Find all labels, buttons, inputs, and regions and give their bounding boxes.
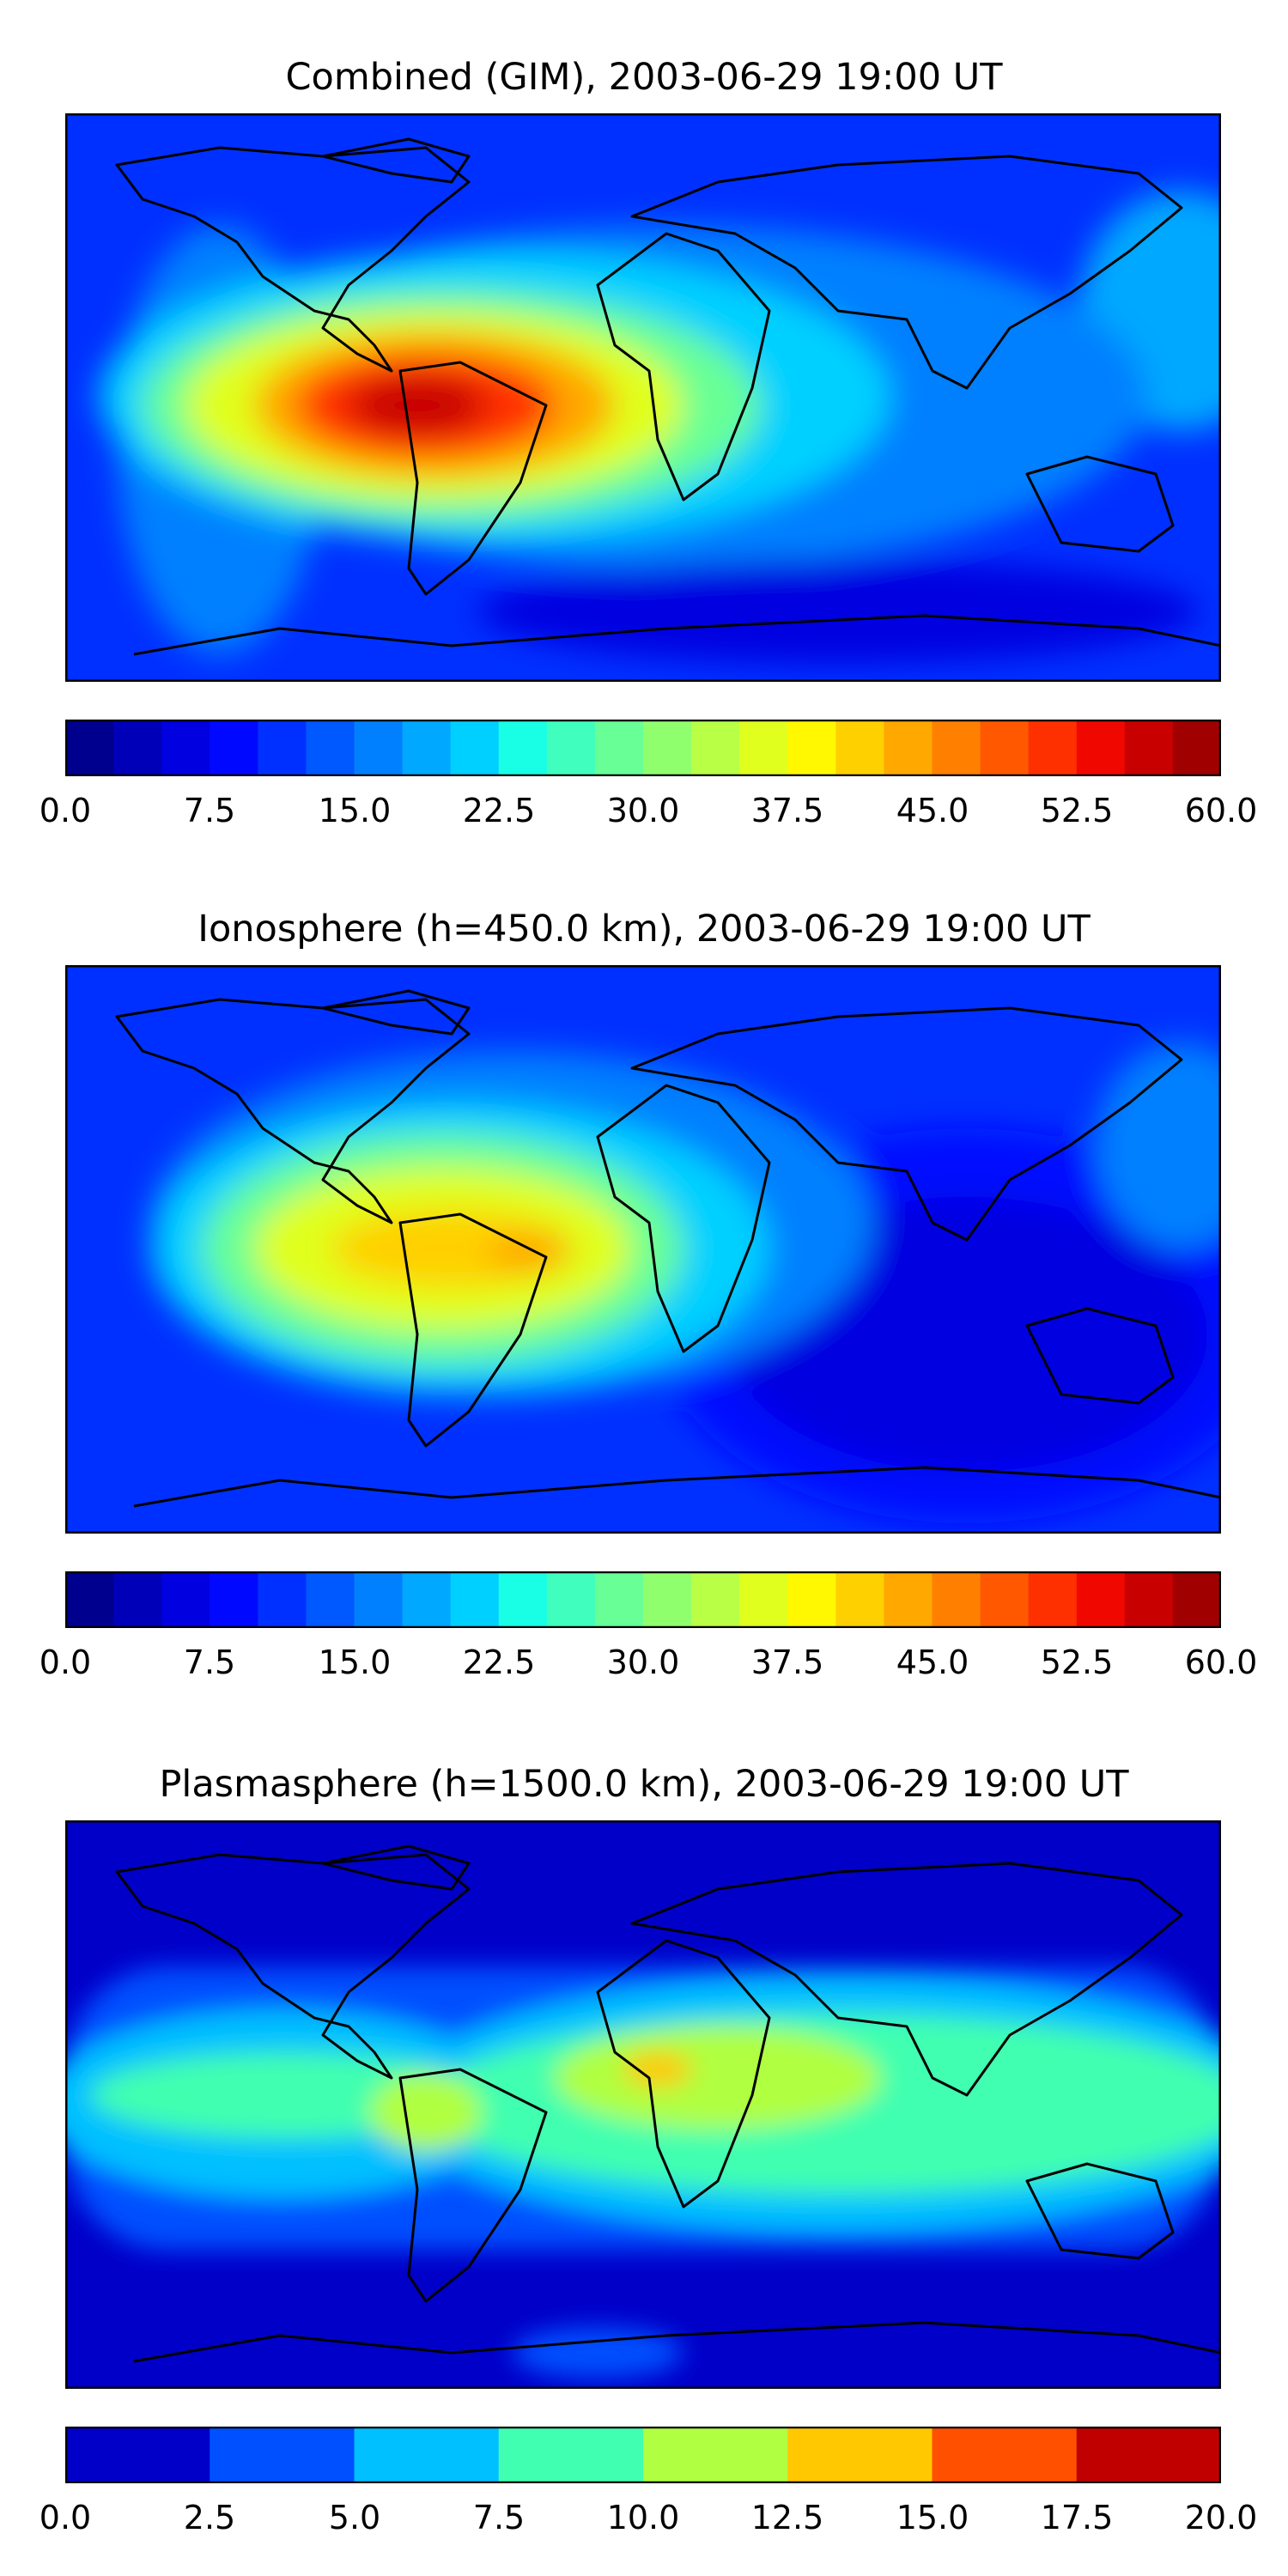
colorbar-swatch: [354, 720, 404, 776]
colorbar-swatch: [161, 1571, 210, 1628]
map-frame: [65, 1820, 1221, 2389]
tick: 15.0: [318, 1643, 392, 1681]
colorbar-swatch: [1124, 1571, 1174, 1628]
colorbar-swatch: [932, 720, 981, 776]
colorbar-swatch: [643, 2427, 788, 2483]
tick: 37.5: [750, 1643, 824, 1681]
map-frame: [65, 113, 1221, 682]
colorbar-swatch: [65, 2427, 210, 2483]
tick: 5.0: [328, 2499, 381, 2537]
tick: 7.5: [183, 1643, 236, 1681]
colorbar-swatch: [1028, 720, 1078, 776]
tick: 0.0: [39, 1643, 92, 1681]
colorbar-swatch: [210, 720, 258, 776]
tick: 52.5: [1040, 792, 1114, 829]
colorbar-swatch: [306, 1571, 355, 1628]
colorbar-swatch: [258, 720, 307, 776]
tick: 7.5: [183, 792, 236, 829]
colorbar-swatch: [65, 1571, 114, 1628]
colorbar-swatch: [402, 1571, 452, 1628]
tick: 45.0: [896, 1643, 969, 1681]
colorbar-swatch: [932, 2427, 1078, 2483]
tick: 22.5: [462, 792, 536, 829]
colorbar-frame: [65, 720, 1221, 776]
colorbar-swatch: [980, 720, 1030, 776]
colorbar-swatch: [835, 1571, 885, 1628]
panel1-title: Combined (GIM), 2003-06-29 19:00 UT: [285, 56, 1003, 99]
colorbar-swatch: [113, 1571, 162, 1628]
tick: 20.0: [1184, 2499, 1258, 2537]
colorbar-swatch: [932, 1571, 981, 1628]
colorbar-swatch: [354, 1571, 404, 1628]
panel3-colorbar: [65, 2427, 1221, 2483]
colorbar-swatch: [498, 1571, 548, 1628]
colorbar-swatch: [787, 1571, 836, 1628]
tick: 30.0: [606, 792, 680, 829]
colorbar-swatch: [787, 720, 836, 776]
colorbar-swatch: [1076, 2427, 1221, 2483]
colorbar-swatch: [1028, 1571, 1078, 1628]
colorbar-swatch: [450, 720, 500, 776]
colorbar-swatch: [498, 2427, 644, 2483]
colorbar-swatch: [210, 1571, 258, 1628]
tick: 7.5: [472, 2499, 526, 2537]
colorbar-swatch: [450, 1571, 500, 1628]
tick: 0.0: [39, 2499, 92, 2537]
tick: 45.0: [896, 792, 969, 829]
colorbar-swatch: [691, 1571, 740, 1628]
colorbar-swatch: [498, 720, 548, 776]
colorbar-swatch: [113, 720, 162, 776]
panel3-map: [65, 1820, 1221, 2389]
panel1-colorbar: [65, 720, 1221, 776]
colorbar-swatch: [739, 1571, 788, 1628]
colorbar-swatch: [980, 1571, 1030, 1628]
tick: 37.5: [750, 792, 824, 829]
tick: 30.0: [606, 1643, 680, 1681]
tick: 52.5: [1040, 1643, 1114, 1681]
colorbar-swatch: [594, 1571, 644, 1628]
colorbar-swatch: [546, 1571, 596, 1628]
colorbar-swatch: [594, 720, 644, 776]
panel1-map: [65, 113, 1221, 682]
colorbar-swatch: [65, 720, 114, 776]
tick: 60.0: [1184, 792, 1258, 829]
tick: 17.5: [1040, 2499, 1114, 2537]
panel2-colorbar: [65, 1571, 1221, 1628]
colorbar-swatch: [1124, 720, 1174, 776]
colorbar-swatch: [884, 1571, 933, 1628]
colorbar-swatch: [787, 2427, 933, 2483]
colorbar-swatch: [643, 720, 692, 776]
tick: 22.5: [462, 1643, 536, 1681]
panel3-title: Plasmasphere (h=1500.0 km), 2003-06-29 1…: [159, 1763, 1129, 1806]
panel2-title: Ionosphere (h=450.0 km), 2003-06-29 19:0…: [197, 908, 1091, 951]
tick: 12.5: [750, 2499, 824, 2537]
tick: 60.0: [1184, 1643, 1258, 1681]
colorbar-swatch: [1172, 720, 1221, 776]
tick: 2.5: [183, 2499, 236, 2537]
colorbar-swatch: [691, 720, 740, 776]
colorbar-swatch: [354, 2427, 500, 2483]
colorbar-swatch: [739, 720, 788, 776]
tick: 10.0: [606, 2499, 680, 2537]
colorbar-swatch: [161, 720, 210, 776]
colorbar-swatch: [1076, 720, 1126, 776]
colorbar-swatch: [1076, 1571, 1126, 1628]
colorbar-swatch: [306, 720, 355, 776]
colorbar-swatch: [258, 1571, 307, 1628]
map-frame: [65, 965, 1221, 1534]
colorbar-swatch: [546, 720, 596, 776]
panel2-map: [65, 965, 1221, 1534]
colorbar-frame: [65, 2427, 1221, 2483]
colorbar-swatch: [884, 720, 933, 776]
tick: 15.0: [318, 792, 392, 829]
colorbar-frame: [65, 1571, 1221, 1628]
colorbar-swatch: [402, 720, 452, 776]
colorbar-swatch: [835, 720, 885, 776]
tick: 15.0: [896, 2499, 969, 2537]
colorbar-swatch: [210, 2427, 355, 2483]
colorbar-swatch: [1172, 1571, 1221, 1628]
tick: 0.0: [39, 792, 92, 829]
colorbar-swatch: [643, 1571, 692, 1628]
